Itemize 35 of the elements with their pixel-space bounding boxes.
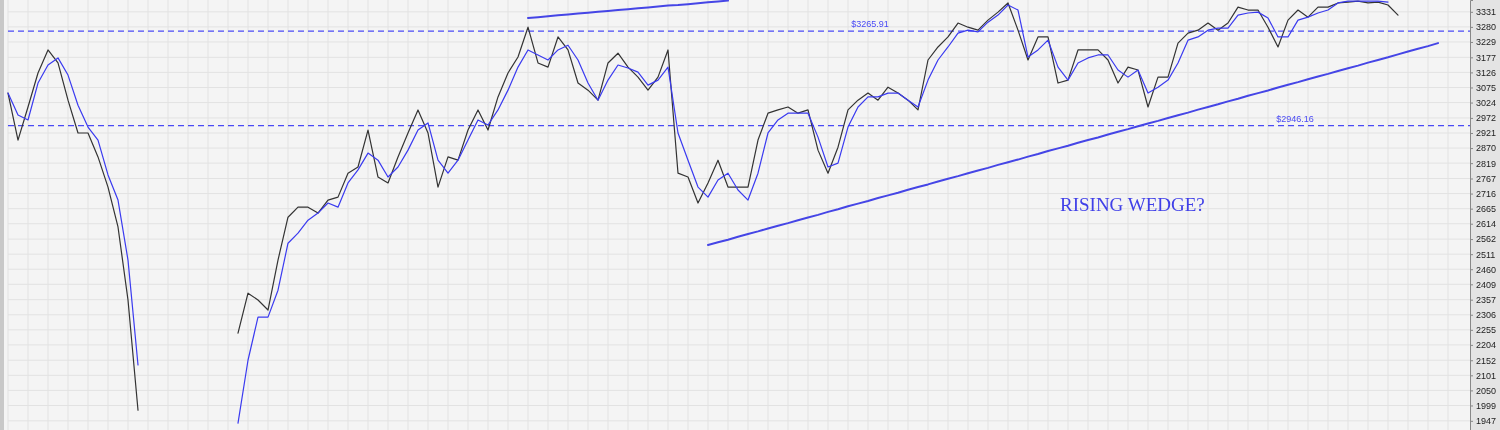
y-tick-label: 3280 — [1476, 22, 1497, 33]
ref-line-label: $3265.91 — [851, 19, 889, 30]
y-tick-label: 2357 — [1476, 295, 1497, 306]
y-tick-label: 2716 — [1476, 188, 1497, 199]
y-tick-label: 2152 — [1476, 355, 1497, 366]
y-tick-label: 2511 — [1476, 249, 1496, 260]
y-tick-label: 3229 — [1476, 37, 1497, 48]
y-tick-label: 2972 — [1476, 113, 1497, 124]
annotation: RISING WEDGE? — [1060, 194, 1205, 215]
y-tick-label: 2255 — [1476, 325, 1497, 336]
y-tick-label: 2614 — [1476, 219, 1497, 230]
y-tick-label: 3177 — [1476, 52, 1497, 63]
y-tick-label: 2819 — [1476, 158, 1497, 169]
y-tick-label: 2767 — [1476, 173, 1497, 184]
y-tick-label: 2306 — [1476, 310, 1497, 321]
ref-line-label: $2946.16 — [1276, 113, 1314, 124]
y-tick-label: 2562 — [1476, 234, 1497, 245]
y-tick-label: 1999 — [1476, 400, 1497, 411]
line-series — [237, 0, 1399, 334]
y-tick-label: 2870 — [1476, 143, 1497, 154]
y-tick-label: 2409 — [1476, 279, 1497, 290]
y-tick-label: 2460 — [1476, 264, 1497, 275]
y-tick-label: 3024 — [1476, 97, 1497, 108]
line-series — [707, 42, 1439, 246]
y-tick-label: 2921 — [1476, 128, 1497, 139]
y-tick-label: 3126 — [1476, 67, 1497, 78]
y-tick-label: 2050 — [1476, 385, 1497, 396]
y-tick-label: 3331 — [1476, 7, 1497, 18]
y-tick-label: 2101 — [1476, 370, 1497, 381]
y-tick-label: 2665 — [1476, 204, 1497, 215]
line-series — [237, 0, 1389, 424]
y-tick-label: 1947 — [1476, 416, 1497, 427]
y-tick-label: 3075 — [1476, 82, 1497, 93]
line-series — [527, 0, 729, 20]
y-tick-label: 2204 — [1476, 340, 1497, 351]
